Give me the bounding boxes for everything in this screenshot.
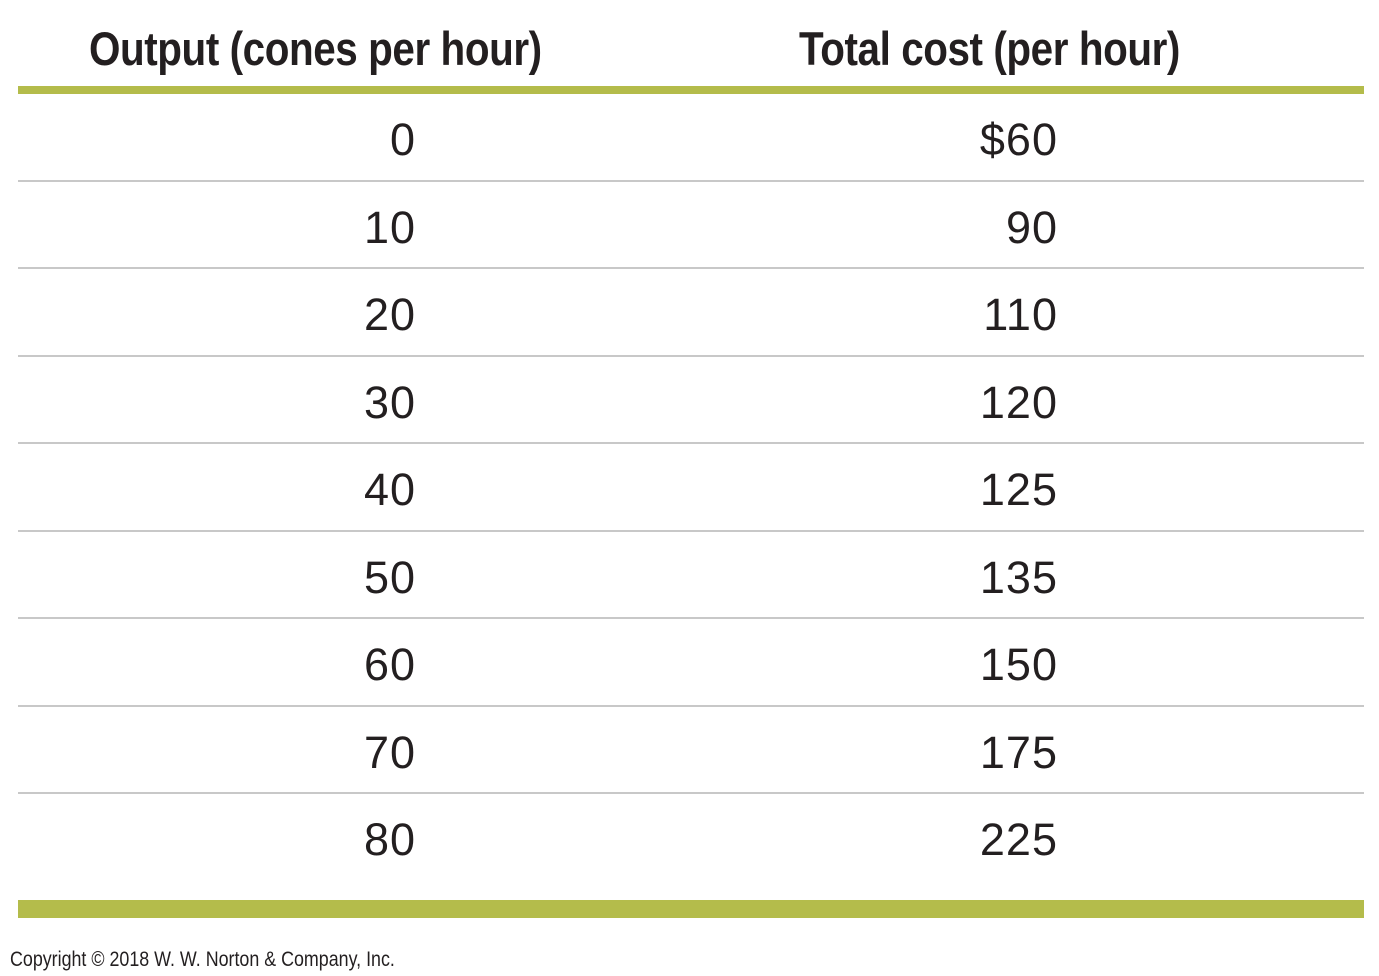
output-cell: 70	[363, 726, 416, 778]
total-cost-cell: 150	[979, 639, 1058, 690]
table-row: 40 125	[18, 444, 1364, 532]
cost-table: Output (cones per hour) Total cost (per …	[18, 0, 1364, 918]
table-row: 70 175	[18, 707, 1364, 794]
header-total-cost: Total cost (per hour)	[799, 22, 1180, 75]
footer-rule	[18, 900, 1364, 918]
total-cost-cell: 175	[979, 726, 1058, 778]
output-cell: 30	[363, 376, 416, 428]
table-header-row: Output (cones per hour) Total cost (per …	[18, 0, 1364, 86]
total-cost-cell: 135	[979, 551, 1058, 603]
copyright-notice: Copyright © 2018 W. W. Norton & Company,…	[10, 948, 395, 971]
header-rule	[18, 86, 1364, 94]
total-cost-cell: 110	[983, 289, 1058, 340]
output-cell: 0	[389, 114, 416, 165]
table-row: 80 225	[18, 794, 1364, 900]
table-row: 60 150	[18, 619, 1364, 707]
output-cell: 60	[363, 639, 416, 690]
total-cost-cell: 120	[979, 376, 1058, 428]
output-cell: 40	[363, 464, 416, 515]
total-cost-cell: $60	[979, 114, 1058, 165]
output-cell: 50	[363, 551, 416, 603]
table-row: 30 120	[18, 357, 1364, 444]
output-cell: 10	[363, 201, 416, 253]
table-row: 0 $60	[18, 94, 1364, 182]
table-row: 50 135	[18, 532, 1364, 619]
table-row: 20 110	[18, 269, 1364, 357]
table-row: 10 90	[18, 182, 1364, 269]
total-cost-cell: 225	[979, 814, 1058, 865]
total-cost-cell: 125	[979, 464, 1058, 515]
output-cell: 80	[363, 814, 416, 865]
total-cost-cell: 90	[1005, 201, 1058, 253]
output-cell: 20	[363, 289, 416, 340]
header-output: Output (cones per hour)	[89, 22, 542, 75]
